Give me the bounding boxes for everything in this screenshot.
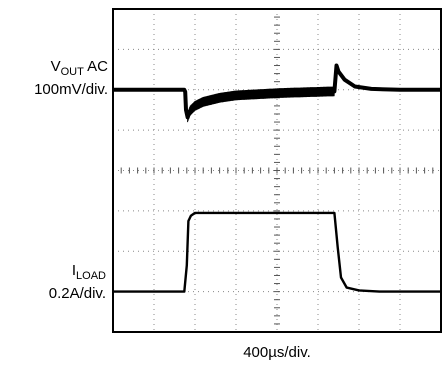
scope-frame xyxy=(112,8,442,333)
scope-traces xyxy=(113,63,441,293)
vout-scale-label: 100mV/div. xyxy=(34,81,108,98)
scope-grid xyxy=(112,8,442,333)
time-scale-label: 400µs/div. xyxy=(243,344,311,361)
iload-channel-label: ILOAD 0.2A/div. xyxy=(0,262,106,302)
vout-channel-label: VOUT AC 100mV/div. xyxy=(0,58,108,98)
vout-ripple xyxy=(187,79,336,123)
iload-trace xyxy=(113,211,441,293)
iload-scale-label: 0.2A/div. xyxy=(48,285,106,302)
